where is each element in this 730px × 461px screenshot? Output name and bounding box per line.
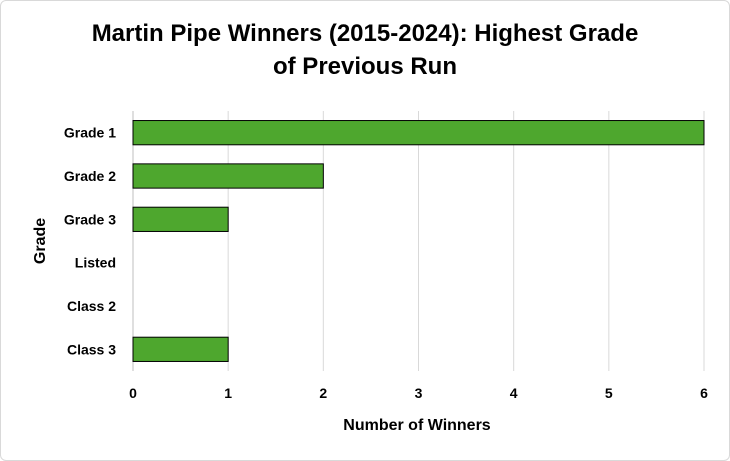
category-label: Grade 1 xyxy=(64,125,116,141)
gridlines xyxy=(132,111,705,371)
x-tick-label: 2 xyxy=(319,385,327,401)
category-label: Grade 2 xyxy=(64,168,116,184)
bar-grade-3 xyxy=(132,206,229,232)
category-label: Class 3 xyxy=(67,341,116,357)
category-label: Listed xyxy=(75,255,116,271)
category-label: Grade 3 xyxy=(64,211,116,227)
x-tick-label: 0 xyxy=(129,385,137,401)
x-tick-label: 5 xyxy=(605,385,613,401)
x-tick-labels: 0 1 2 3 4 5 6 xyxy=(129,385,708,401)
chart-title: Martin Pipe Winners (2015-2024): Highest… xyxy=(1,17,729,83)
bar-grade-1 xyxy=(132,120,705,146)
category-label: Class 2 xyxy=(67,298,116,314)
x-tick-label: 3 xyxy=(415,385,423,401)
bars xyxy=(132,120,705,362)
x-tick-label: 4 xyxy=(510,385,518,401)
chart-title-line-2: of Previous Run xyxy=(272,53,458,80)
bar-grade-2 xyxy=(132,163,324,189)
y-axis-label: Grade xyxy=(32,218,49,264)
chart-title-line-1: Martin Pipe Winners (2015-2024): Highest… xyxy=(91,20,639,47)
x-axis-label: Number of Winners xyxy=(343,417,491,434)
x-tick-label: 1 xyxy=(224,385,232,401)
x-tick-label: 6 xyxy=(700,385,708,401)
bar-class-3 xyxy=(132,336,229,362)
category-labels: Grade 1 Grade 2 Grade 3 Listed Class 2 Class … xyxy=(64,125,116,358)
